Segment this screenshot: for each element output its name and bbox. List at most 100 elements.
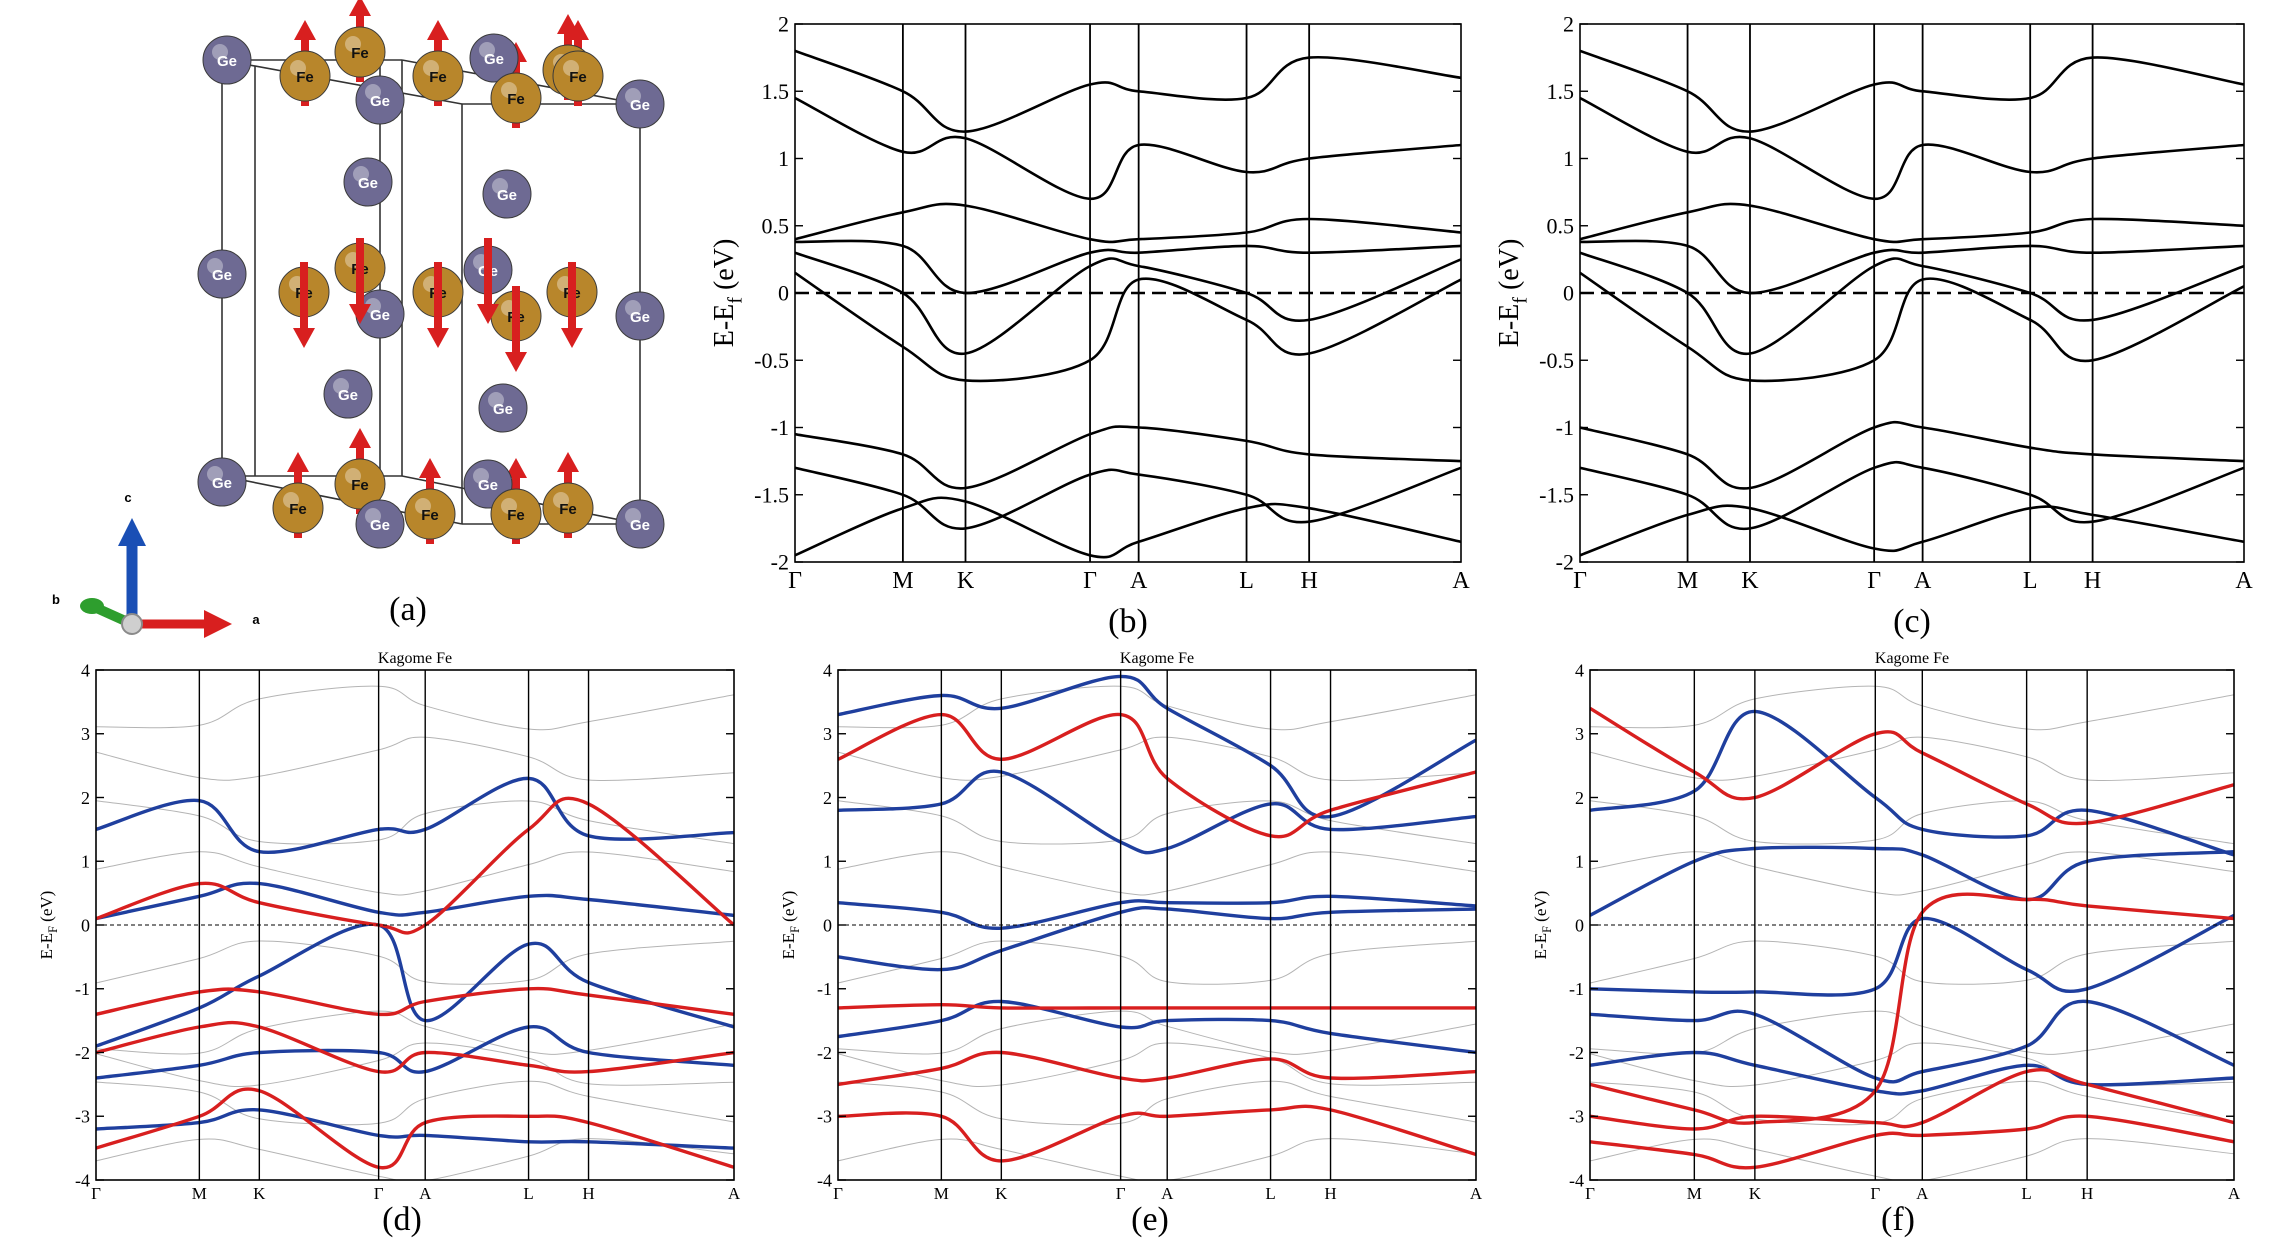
axis-triad: c b a (52, 490, 260, 638)
spin-down-arrow (561, 262, 583, 348)
k-point-label: L (2021, 1184, 2031, 1203)
atom-label: Ge (217, 53, 237, 70)
y-axis-label: E-EF (eV) (1531, 891, 1554, 960)
y-tick-label: 4 (81, 660, 90, 680)
k-point-label: Γ (788, 568, 802, 594)
k-point-label: K (1749, 1184, 1762, 1203)
k-point-label: A (1916, 1184, 1929, 1203)
ge-atom: Ge (355, 75, 405, 125)
y-tick-label: -2 (75, 1043, 90, 1063)
crystal-structure-panel: Ge Ge Fe Fe Ge Ge Fe Fe Fe Fe Ge Ge Ge Ge Ge Ge Ge Ge Fe Fe… (52, 0, 665, 638)
y-tick-label: 0 (1575, 915, 1584, 935)
k-point-label: Γ (833, 1184, 843, 1203)
spin-down-arrow (477, 238, 499, 324)
k-point-label: H (2084, 568, 2101, 594)
k-point-label: K (995, 1184, 1008, 1203)
ge-atom: Ge (355, 499, 405, 549)
fe-atom: Fe (404, 488, 456, 540)
y-tick-label: 1 (823, 852, 832, 872)
fe-atom: Fe (334, 458, 386, 510)
atom-label: Ge (212, 475, 232, 492)
y-tick-label: 2 (778, 12, 789, 37)
y-tick-label: 2 (1563, 12, 1574, 37)
y-tick-label: -1.5 (754, 482, 789, 507)
axis-label-c: c (124, 490, 131, 505)
ge-atom: Ge (323, 369, 373, 419)
k-point-label: K (957, 568, 975, 594)
y-tick-label: 1 (1563, 146, 1574, 171)
fe-atom: Fe (490, 72, 542, 124)
atom-label: Ge (358, 175, 378, 192)
y-tick-label: 0 (778, 281, 789, 306)
k-point-label: Γ (1585, 1184, 1595, 1203)
ge-atom: Ge (343, 157, 393, 207)
panel-label-a: (a) (389, 591, 427, 628)
y-tick-label: -3 (1569, 1107, 1584, 1127)
spin-down-arrow (293, 262, 315, 348)
panel-label-d: (d) (382, 1201, 422, 1238)
k-point-label: K (1741, 568, 1759, 594)
ge-atom: Ge (615, 79, 665, 129)
axis-label-b: b (52, 592, 60, 607)
y-axis-label: E-EF (eV) (779, 891, 802, 960)
ge-atom: Ge (202, 35, 252, 85)
k-point-label: M (1687, 1184, 1702, 1203)
chart-title: Kagome Fe (1120, 650, 1194, 667)
spin-arrows-front (293, 238, 583, 372)
spin-down-arrow (349, 238, 371, 324)
panel-label-f: (f) (1881, 1201, 1915, 1238)
k-point-label: M (1677, 568, 1698, 594)
y-tick-label: -1 (75, 979, 90, 999)
y-axis-label: E-Ef (eV) (1494, 239, 1531, 348)
atom-label: Ge (370, 93, 390, 110)
y-tick-label: -2 (771, 550, 789, 575)
y-tick-label: -0.5 (754, 348, 789, 373)
y-tick-label: 2 (81, 788, 90, 808)
atom-label: Ge (484, 51, 504, 68)
band-structure-b: 21.510.50-0.5-1-1.5-2Γ M K Γ A L H AE-Ef (eV) (709, 12, 1470, 594)
k-point-label: A (2228, 1184, 2241, 1203)
atom-label: Ge (478, 477, 498, 494)
atom-label: Ge (212, 267, 232, 284)
k-point-label: L (1265, 1184, 1275, 1203)
y-tick-label: -4 (1569, 1170, 1584, 1190)
ge-atom: Ge (615, 499, 665, 549)
y-tick-label: 0.5 (1547, 213, 1575, 238)
panel-label-b: (b) (1108, 603, 1148, 640)
y-tick-label: 1 (81, 852, 90, 872)
k-point-label: A (1914, 568, 1932, 594)
ge-atom: Ge (469, 33, 519, 83)
k-point-label: Γ (1083, 568, 1097, 594)
y-tick-label: 2 (1575, 788, 1584, 808)
atom-label: Fe (296, 69, 314, 86)
k-point-label: A (1130, 568, 1148, 594)
k-point-label: H (582, 1184, 594, 1203)
atom-label: Ge (370, 307, 390, 324)
y-axis-label: E-Ef (eV) (709, 239, 746, 348)
atom-label: Fe (421, 507, 439, 524)
y-tick-label: -4 (75, 1170, 90, 1190)
k-point-label: A (1161, 1184, 1174, 1203)
k-point-label: L (2023, 568, 2038, 594)
y-tick-label: 0 (823, 915, 832, 935)
atom-label: Ge (497, 187, 517, 204)
fe-atom: Fe (334, 26, 386, 78)
ge-atom: Ge (615, 291, 665, 341)
fe-atom: Fe (552, 50, 604, 102)
y-tick-label: -0.5 (1539, 348, 1574, 373)
ge-atom: Ge (482, 169, 532, 219)
k-point-label: A (419, 1184, 432, 1203)
y-tick-label: -1.5 (1539, 482, 1574, 507)
k-point-label: A (728, 1184, 741, 1203)
axis-label-a: a (252, 612, 260, 627)
atom-label: Fe (559, 501, 577, 518)
y-tick-label: -1 (1569, 979, 1584, 999)
panel-label-e: (e) (1131, 1201, 1169, 1238)
y-axis-label: E-EF (eV) (37, 891, 60, 960)
atom-label: Fe (351, 477, 369, 494)
fe-atom: Fe (412, 50, 464, 102)
